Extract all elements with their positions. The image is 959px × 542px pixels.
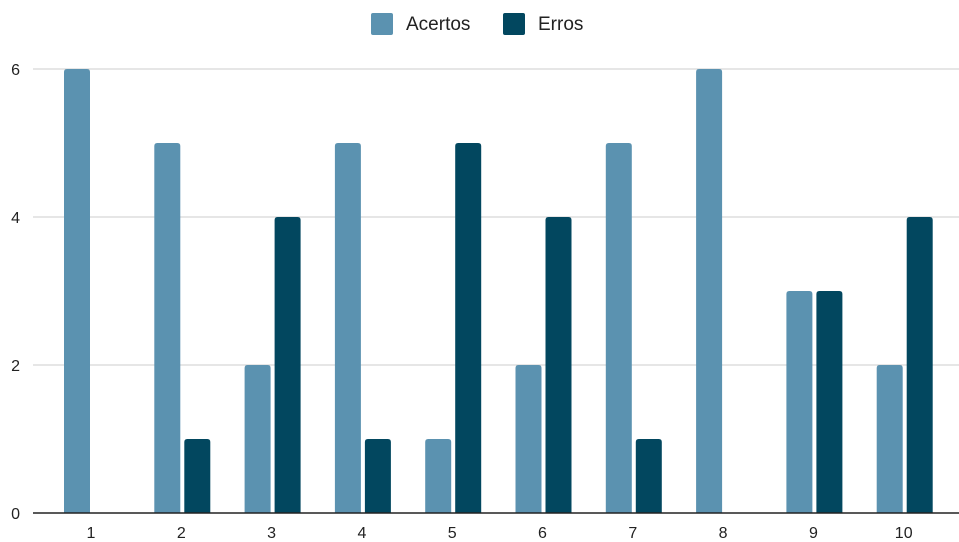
legend-swatch-erros	[503, 13, 525, 35]
y-tick-label-4: 4	[11, 210, 20, 227]
x-tick-label-8: 8	[719, 525, 728, 542]
x-tick-label-5: 5	[448, 525, 457, 542]
bar-erros-6	[545, 217, 572, 513]
bar-acertos-8	[696, 69, 723, 513]
legend-label-erros: Erros	[538, 14, 583, 35]
bar-acertos-6	[515, 365, 542, 513]
bar-acertos-2	[154, 143, 181, 513]
legend: Acertos Erros	[371, 13, 583, 35]
x-tick-label-6: 6	[538, 525, 547, 542]
bar-erros-7	[635, 439, 662, 513]
bar-erros-9	[816, 291, 843, 513]
bars	[64, 69, 933, 513]
x-tick-label-9: 9	[809, 525, 818, 542]
x-tick-label-3: 3	[267, 525, 276, 542]
bar-acertos-10	[876, 365, 903, 513]
bar-erros-5	[455, 143, 482, 513]
legend-swatch-acertos	[371, 13, 393, 35]
bar-acertos-7	[605, 143, 632, 513]
bar-erros-10	[906, 217, 933, 513]
y-tick-label-6: 6	[11, 62, 20, 79]
y-tick-label-0: 0	[11, 506, 20, 523]
bar-acertos-1	[64, 69, 90, 513]
bar-acertos-3	[244, 365, 271, 513]
x-tick-label-7: 7	[628, 525, 637, 542]
legend-label-acertos: Acertos	[406, 14, 470, 35]
bar-acertos-4	[334, 143, 361, 513]
bar-acertos-9	[786, 291, 813, 513]
x-tick-label-2: 2	[177, 525, 186, 542]
x-axis-tick-labels: 1 2 3 4 5 6 7 8 9 10	[87, 525, 913, 542]
x-tick-label-1: 1	[87, 525, 96, 542]
x-tick-label-10: 10	[895, 525, 913, 542]
y-tick-label-2: 2	[11, 358, 20, 375]
bar-acertos-5	[425, 439, 452, 513]
bar-erros-4	[364, 439, 391, 513]
bar-erros-3	[274, 217, 301, 513]
x-tick-label-4: 4	[357, 525, 366, 542]
bar-erros-2	[184, 439, 211, 513]
y-axis-tick-labels: 0 2 4 6	[11, 62, 20, 523]
